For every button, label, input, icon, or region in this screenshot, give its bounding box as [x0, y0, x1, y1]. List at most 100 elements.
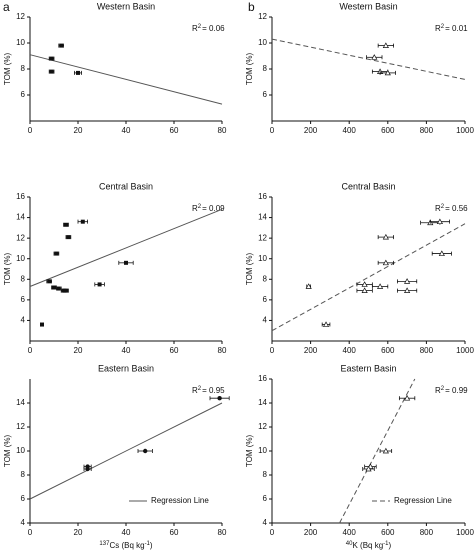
x-tick-label: 0	[28, 528, 33, 537]
x-tick-label: 1000	[456, 346, 474, 355]
x-tick-label: 40	[122, 346, 131, 355]
point	[361, 287, 368, 293]
point	[382, 42, 389, 48]
r-squared-part: = 0.06	[202, 24, 225, 33]
y-tick-label: 8	[21, 274, 26, 283]
x-axis-label-part: )	[150, 541, 153, 550]
r-squared: R2= 0.95	[192, 386, 225, 396]
x-tick-label: 20	[74, 346, 83, 355]
y-tick-label: 12	[258, 12, 267, 21]
regression-line	[271, 223, 466, 332]
point	[76, 70, 80, 75]
plot-frame	[272, 197, 465, 341]
r-squared-part: R	[435, 386, 441, 395]
x-axis-label-part: )	[389, 541, 392, 550]
x-tick-label: 40	[122, 528, 131, 537]
point	[376, 283, 384, 289]
y-tick-label: 6	[263, 295, 268, 304]
regression-line	[29, 402, 223, 500]
y-tick-label: 14	[258, 398, 267, 407]
x-tick-label: 40	[122, 126, 131, 135]
x-axis-label-part: K (Bq kg	[352, 541, 383, 550]
x-tick-label: 20	[74, 528, 83, 537]
x-tick-label: 1000	[456, 126, 474, 135]
panel-label: a	[3, 0, 10, 14]
point	[49, 56, 54, 61]
y-tick-label: 6	[21, 295, 26, 304]
x-tick-label: 200	[304, 346, 318, 355]
y-tick-label: 12	[16, 233, 25, 242]
x-axis-label: 137Cs (Bq kg-1)	[99, 541, 152, 551]
r-squared: R2= 0.01	[435, 24, 468, 34]
x-tick-label: 0	[270, 528, 275, 537]
y-tick-label: 12	[16, 422, 25, 431]
y-tick-label: 10	[16, 254, 25, 263]
r-squared-part: = 0.01	[445, 24, 468, 33]
x-tick-label: 0	[28, 346, 33, 355]
y-tick-label: 14	[16, 398, 25, 407]
x-axis-label-part: 137	[99, 541, 110, 547]
point	[436, 218, 444, 225]
x-tick-label: 200	[304, 528, 318, 537]
point	[54, 251, 59, 256]
panel-label: b	[248, 0, 255, 14]
x-tick-label: 80	[218, 528, 227, 537]
y-tick-label: 16	[16, 192, 25, 201]
x-tick-label: 600	[381, 346, 395, 355]
regression-line	[29, 54, 223, 105]
y-tick-label: 14	[258, 213, 267, 222]
legend-box	[127, 494, 217, 508]
point	[365, 465, 372, 472]
point	[97, 282, 102, 287]
point	[66, 235, 71, 240]
point	[404, 394, 411, 401]
y-tick-label: 4	[21, 316, 26, 325]
point	[56, 286, 61, 291]
y-tick-label: 10	[258, 446, 267, 455]
r-squared-part: = 0.56	[445, 204, 468, 213]
y-axis-label: TOM (%)	[245, 435, 254, 468]
y-tick-label: 12	[16, 12, 25, 21]
point	[371, 54, 378, 60]
x-tick-label: 200	[304, 126, 318, 135]
x-tick-label: 800	[420, 346, 434, 355]
x-tick-label: 0	[270, 346, 275, 355]
x-axis-label: 40K (Bq kg-1)	[346, 541, 392, 551]
x-tick-label: 60	[170, 346, 179, 355]
x-tick-label: 600	[381, 528, 395, 537]
x-tick-label: 0	[28, 126, 33, 135]
x-tick-label: 600	[381, 126, 395, 135]
x-tick-label: 400	[343, 528, 357, 537]
y-tick-label: 16	[258, 374, 267, 383]
chart-title: Eastern Basin	[98, 363, 154, 373]
x-tick-label: 400	[343, 126, 357, 135]
plot-frame	[30, 197, 222, 341]
x-tick-label: 60	[170, 528, 179, 537]
point	[80, 219, 85, 224]
r-squared-part: R	[192, 386, 198, 395]
y-tick-label: 6	[21, 494, 26, 503]
y-tick-label: 6	[21, 90, 26, 99]
regression-line	[271, 38, 466, 80]
y-tick-label: 10	[16, 446, 25, 455]
y-tick-label: 8	[21, 470, 26, 479]
chart-title: Western Basin	[339, 1, 397, 11]
point	[438, 250, 445, 256]
r-squared-part: 2	[441, 386, 445, 392]
r-squared-part: 2	[441, 24, 445, 30]
point	[382, 259, 389, 266]
x-tick-label: 0	[270, 126, 275, 135]
r-squared-part: R	[435, 24, 441, 33]
r-squared: R2= 0.06	[192, 24, 225, 34]
x-tick-label: 800	[420, 528, 434, 537]
point	[64, 222, 68, 227]
y-tick-label: 4	[263, 316, 268, 325]
x-tick-label: 80	[218, 346, 227, 355]
x-axis-label-part: Cs (Bq kg	[109, 541, 144, 550]
point	[217, 396, 222, 401]
point	[49, 69, 54, 74]
r-squared: R2= 0.56	[435, 204, 468, 214]
point	[52, 285, 56, 290]
x-tick-label: 400	[343, 346, 357, 355]
point	[322, 321, 330, 327]
